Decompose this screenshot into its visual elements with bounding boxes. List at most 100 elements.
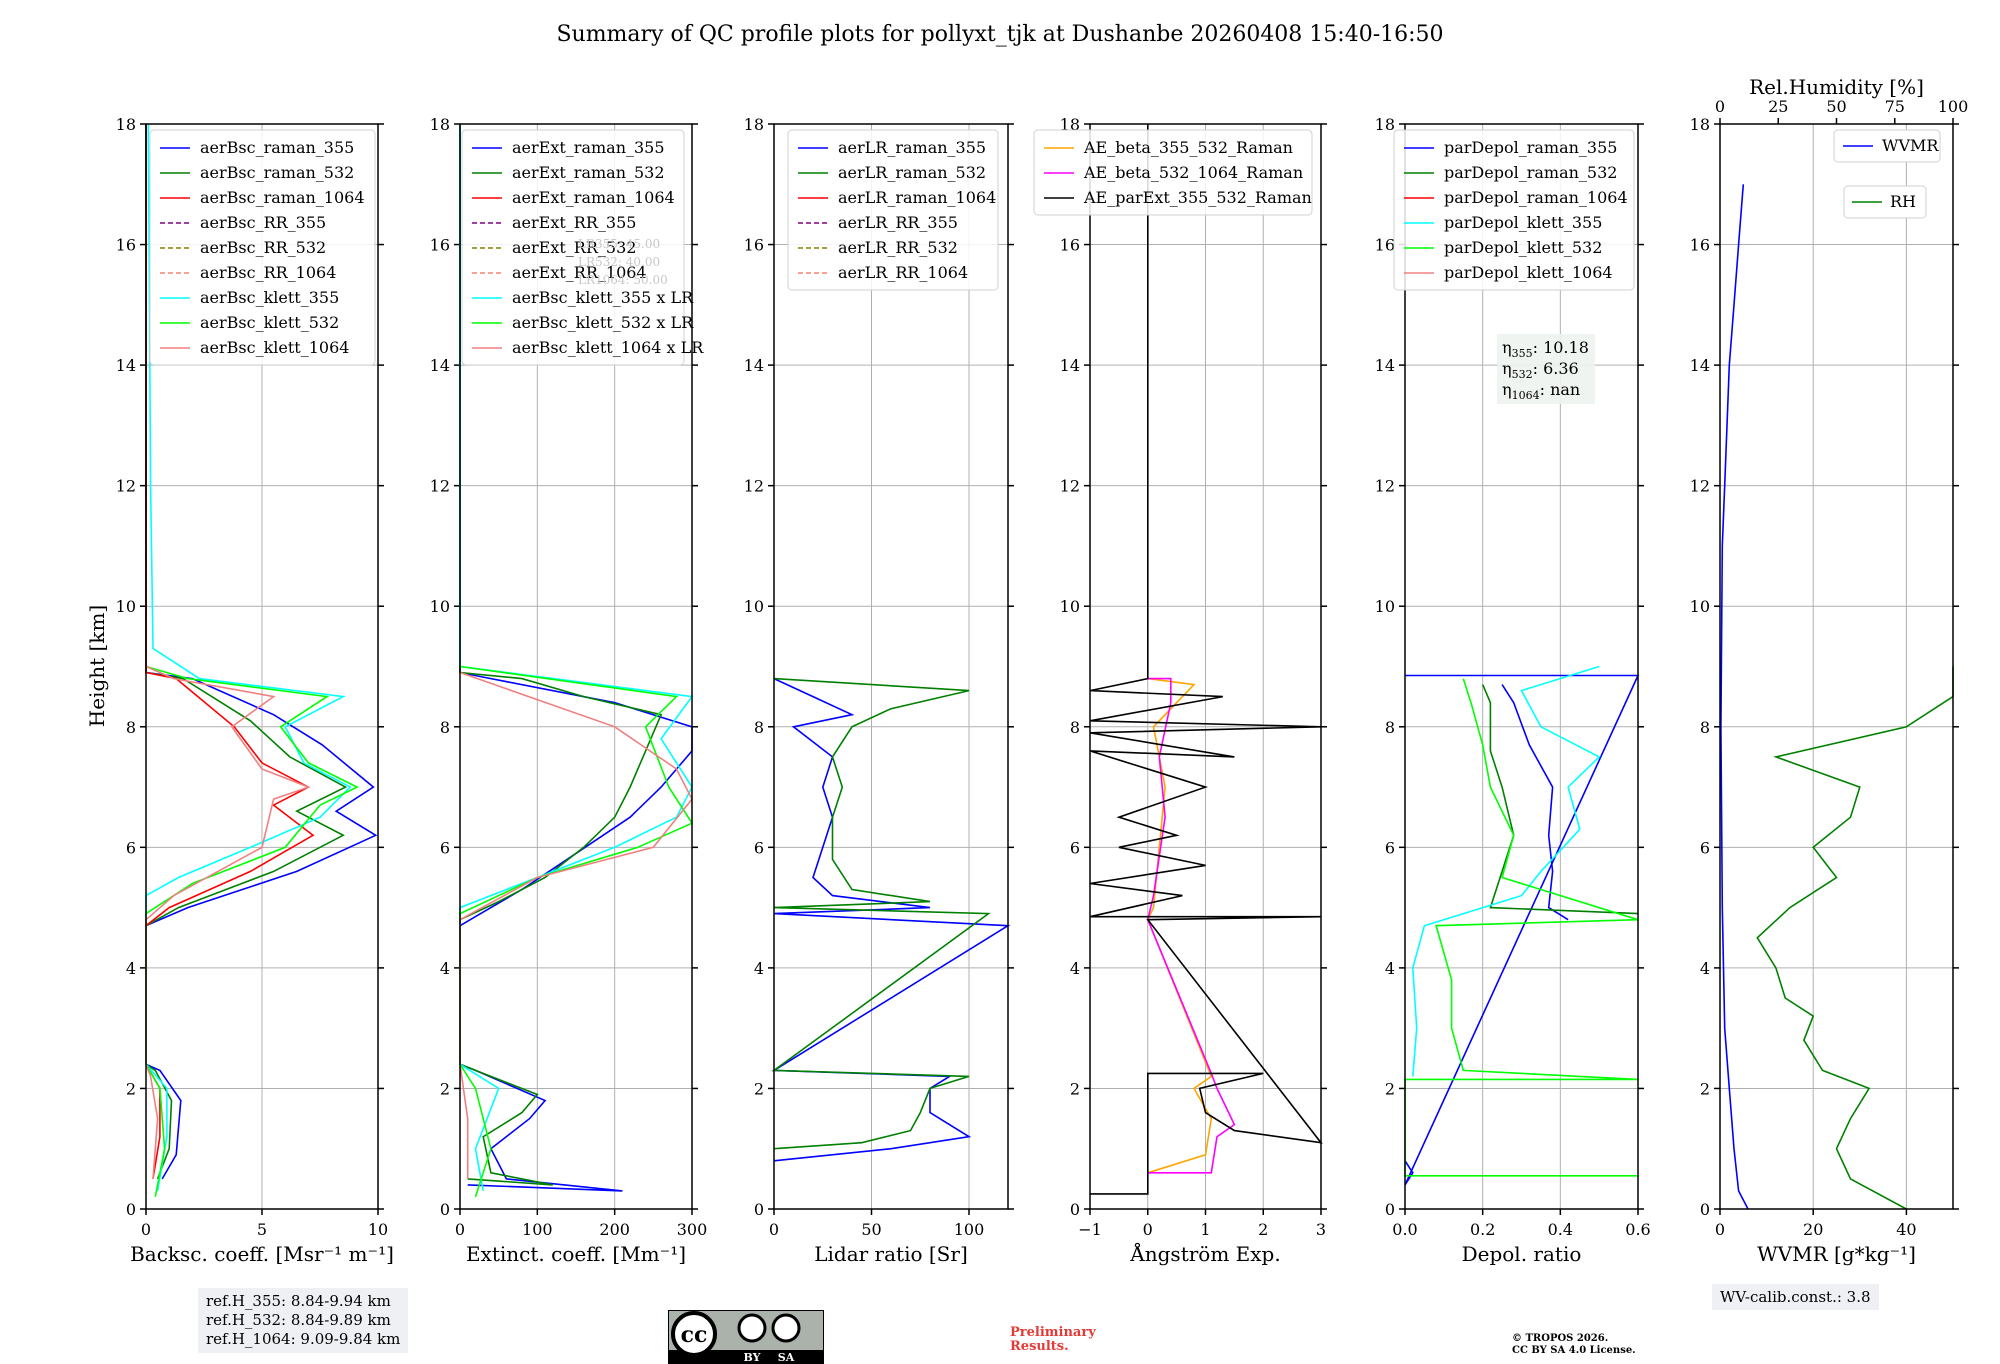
wv-calibration-box: WV-calib.const.: 3.8 bbox=[1712, 1284, 1879, 1310]
x-tick-label: 0.4 bbox=[1548, 1220, 1573, 1239]
x-tick-label: 50 bbox=[861, 1220, 881, 1239]
series-line-aerBsc_klett_532 bbox=[145, 665, 359, 1198]
y-tick-label: 14 bbox=[116, 356, 136, 375]
x-tick-label: 0.2 bbox=[1470, 1220, 1495, 1239]
x-tick-label: 5 bbox=[257, 1220, 267, 1239]
legend-label: parDepol_raman_355 bbox=[1444, 138, 1617, 157]
y-tick-label: 6 bbox=[1700, 838, 1710, 857]
y-tick-label: 18 bbox=[1375, 115, 1395, 134]
legend-label: aerBsc_RR_1064 bbox=[200, 263, 336, 282]
cc-license-badge: cc BY SA bbox=[668, 1310, 824, 1364]
y-tick-label: 10 bbox=[744, 597, 764, 616]
top-x-tick-label: 50 bbox=[1826, 97, 1846, 116]
axes-frame bbox=[459, 123, 693, 1210]
legend-label: aerBsc_klett_355 bbox=[200, 288, 339, 307]
axes-frame bbox=[1089, 123, 1322, 1210]
y-tick-label: 16 bbox=[116, 236, 136, 255]
x-axis-label: Ångström Exp. bbox=[1129, 1241, 1280, 1266]
series-line-parDepol_raman_355 bbox=[1501, 684, 1569, 921]
x-tick-label: 0.0 bbox=[1392, 1220, 1417, 1239]
legend-label: aerExt_RR_1064 bbox=[512, 263, 647, 282]
y-tick-label: 16 bbox=[430, 236, 450, 255]
y-tick-label: 18 bbox=[430, 115, 450, 134]
legend-label: AE_beta_532_1064_Raman bbox=[1083, 163, 1303, 182]
y-tick-label: 0 bbox=[1070, 1200, 1080, 1219]
eta-box bbox=[1497, 334, 1595, 404]
y-tick-label: 0 bbox=[1700, 1200, 1710, 1219]
legend-label: aerExt_RR_355 bbox=[512, 213, 636, 232]
series-line-parDepol_klett_355 bbox=[1411, 665, 1601, 1077]
y-tick-label: 14 bbox=[1060, 356, 1080, 375]
y-tick-label: 4 bbox=[126, 959, 136, 978]
series-line-aerBsc_klett_355 bbox=[145, 123, 352, 1192]
axes-frame bbox=[145, 123, 379, 1210]
y-tick-label: 12 bbox=[744, 477, 764, 496]
top-x-tick-label: 100 bbox=[1938, 97, 1969, 116]
legend-box bbox=[1393, 129, 1635, 291]
legend-label: aerLR_RR_1064 bbox=[838, 263, 968, 282]
y-tick-label: 18 bbox=[1690, 115, 1710, 134]
legend-box bbox=[787, 129, 999, 291]
legend-label: aerLR_RR_355 bbox=[838, 213, 958, 232]
y-tick-label: 8 bbox=[1070, 718, 1080, 737]
y-tick-label: 12 bbox=[116, 477, 136, 496]
y-tick-label: 10 bbox=[1375, 597, 1395, 616]
series-line-aerLR_raman_532 bbox=[771, 677, 991, 1150]
x-tick-label: 2 bbox=[1258, 1220, 1268, 1239]
legend-label: aerLR_raman_1064 bbox=[838, 188, 996, 207]
y-tick-label: 12 bbox=[1375, 477, 1395, 496]
y-tick-label: 6 bbox=[126, 838, 136, 857]
legend-label: parDepol_raman_1064 bbox=[1444, 188, 1628, 207]
x-tick-label: 20 bbox=[1803, 1220, 1823, 1239]
y-tick-label: 0 bbox=[440, 1200, 450, 1219]
series-line-WVMR bbox=[1720, 184, 1749, 1210]
lr-note: LR355: 45.00 bbox=[578, 237, 660, 251]
y-tick-label: 14 bbox=[744, 356, 764, 375]
y-tick-label: 2 bbox=[1700, 1079, 1710, 1098]
series-line-parDepol_klett_532 bbox=[1404, 678, 1639, 1177]
y-tick-label: 10 bbox=[116, 597, 136, 616]
x-tick-label: 100 bbox=[954, 1220, 985, 1239]
cc-badge-sa: SA bbox=[778, 1351, 795, 1364]
series-line-AE_parExt_355_532_Raman bbox=[1089, 124, 1323, 1195]
series-line-aerBsc_klett_1064 bbox=[145, 665, 311, 1179]
x-tick-label: 0 bbox=[1143, 1220, 1153, 1239]
ref-height-1064: ref.H_1064: 9.09-9.84 km bbox=[206, 1330, 401, 1348]
top-x-tick-label: 25 bbox=[1768, 97, 1788, 116]
y-tick-label: 2 bbox=[754, 1079, 764, 1098]
x-tick-label: 0.6 bbox=[1625, 1220, 1650, 1239]
lr-note: LR532: 40.00 bbox=[578, 255, 660, 269]
y-tick-label: 10 bbox=[430, 597, 450, 616]
y-tick-label: 4 bbox=[1700, 959, 1710, 978]
legend-label: aerLR_RR_532 bbox=[838, 238, 958, 257]
legend-label: parDepol_klett_532 bbox=[1444, 238, 1602, 257]
x-tick-label: 0 bbox=[1715, 1220, 1725, 1239]
legend-label: aerExt_RR_532 bbox=[512, 238, 636, 257]
legend-label: parDepol_raman_532 bbox=[1444, 163, 1617, 182]
legend-label: aerBsc_klett_1064 bbox=[200, 338, 349, 357]
y-tick-label: 14 bbox=[1690, 356, 1710, 375]
top-axis-label: Rel.Humidity [%] bbox=[1749, 75, 1924, 99]
y-tick-label: 6 bbox=[1070, 838, 1080, 857]
series-line-RH bbox=[1756, 666, 1954, 1210]
y-tick-label: 10 bbox=[1060, 597, 1080, 616]
series-line-aerExt_raman_532 bbox=[459, 124, 663, 1186]
legend-label: aerExt_raman_532 bbox=[512, 163, 665, 182]
x-tick-label: −1 bbox=[1078, 1220, 1102, 1239]
legend-label: aerBsc_raman_532 bbox=[200, 163, 354, 182]
legend-label: aerLR_raman_532 bbox=[838, 163, 986, 182]
legend-box bbox=[1033, 129, 1313, 216]
y-tick-label: 0 bbox=[754, 1200, 764, 1219]
x-tick-label: 10 bbox=[368, 1220, 388, 1239]
y-tick-label: 16 bbox=[1060, 236, 1080, 255]
y-tick-label: 14 bbox=[1375, 356, 1395, 375]
reference-heights-box: ref.H_355: 8.84-9.94 km ref.H_532: 8.84-… bbox=[198, 1288, 409, 1353]
legend-label: parDepol_klett_1064 bbox=[1444, 263, 1613, 282]
legend-label: aerBsc_RR_355 bbox=[200, 213, 326, 232]
y-tick-label: 2 bbox=[126, 1079, 136, 1098]
top-x-tick-label: 75 bbox=[1885, 97, 1905, 116]
axes-frame bbox=[1719, 123, 1954, 1210]
series-line-AE_beta_532_1064_Raman bbox=[1146, 677, 1236, 1174]
y-tick-label: 18 bbox=[744, 115, 764, 134]
series-line-aerBsc_klett_532 x LR bbox=[459, 665, 694, 1198]
